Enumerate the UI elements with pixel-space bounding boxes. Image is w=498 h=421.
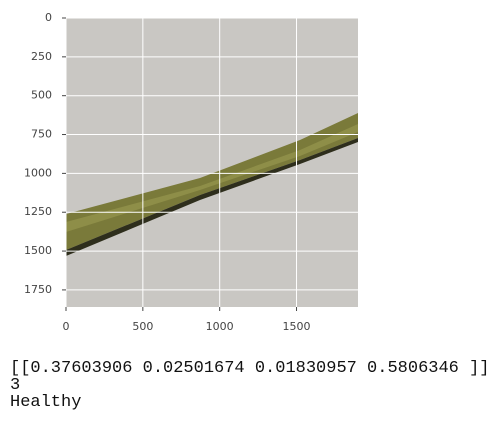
cell-output: [[0.37603906 0.02501674 0.01830957 0.580… (10, 360, 489, 411)
y-tick-label: 1750 (24, 283, 52, 296)
leaf (66, 113, 358, 250)
y-tick-label: 1000 (24, 166, 52, 179)
ticks: 0 500 1000 1500 0 250 500 750 1000 1250 1500 1750 (24, 11, 311, 333)
x-tick-label: 0 (63, 320, 70, 333)
output-line: Healthy (10, 393, 82, 412)
leaf-shadow (66, 138, 358, 256)
y-tick-label: 1250 (24, 205, 52, 218)
y-tick-label: 250 (31, 50, 52, 63)
y-tick-label: 0 (45, 11, 52, 24)
y-tick-label: 500 (31, 89, 52, 102)
output-line: 3 (10, 376, 21, 395)
image (66, 18, 358, 307)
y-tick-label: 750 (31, 128, 52, 141)
leaf-highlight (66, 124, 358, 232)
plot: 0 500 1000 1500 0 250 500 750 1000 1250 1500 1750 (24, 11, 358, 333)
grid (65, 17, 358, 307)
x-tick-label: 1000 (206, 320, 234, 333)
y-tick-label: 1500 (24, 244, 52, 257)
image-background (66, 18, 358, 307)
output-line: [[0.37603906 0.02501674 0.01830957 0.580… (10, 359, 490, 378)
x-tick-label: 1500 (283, 320, 311, 333)
x-tick-label: 500 (132, 320, 153, 333)
